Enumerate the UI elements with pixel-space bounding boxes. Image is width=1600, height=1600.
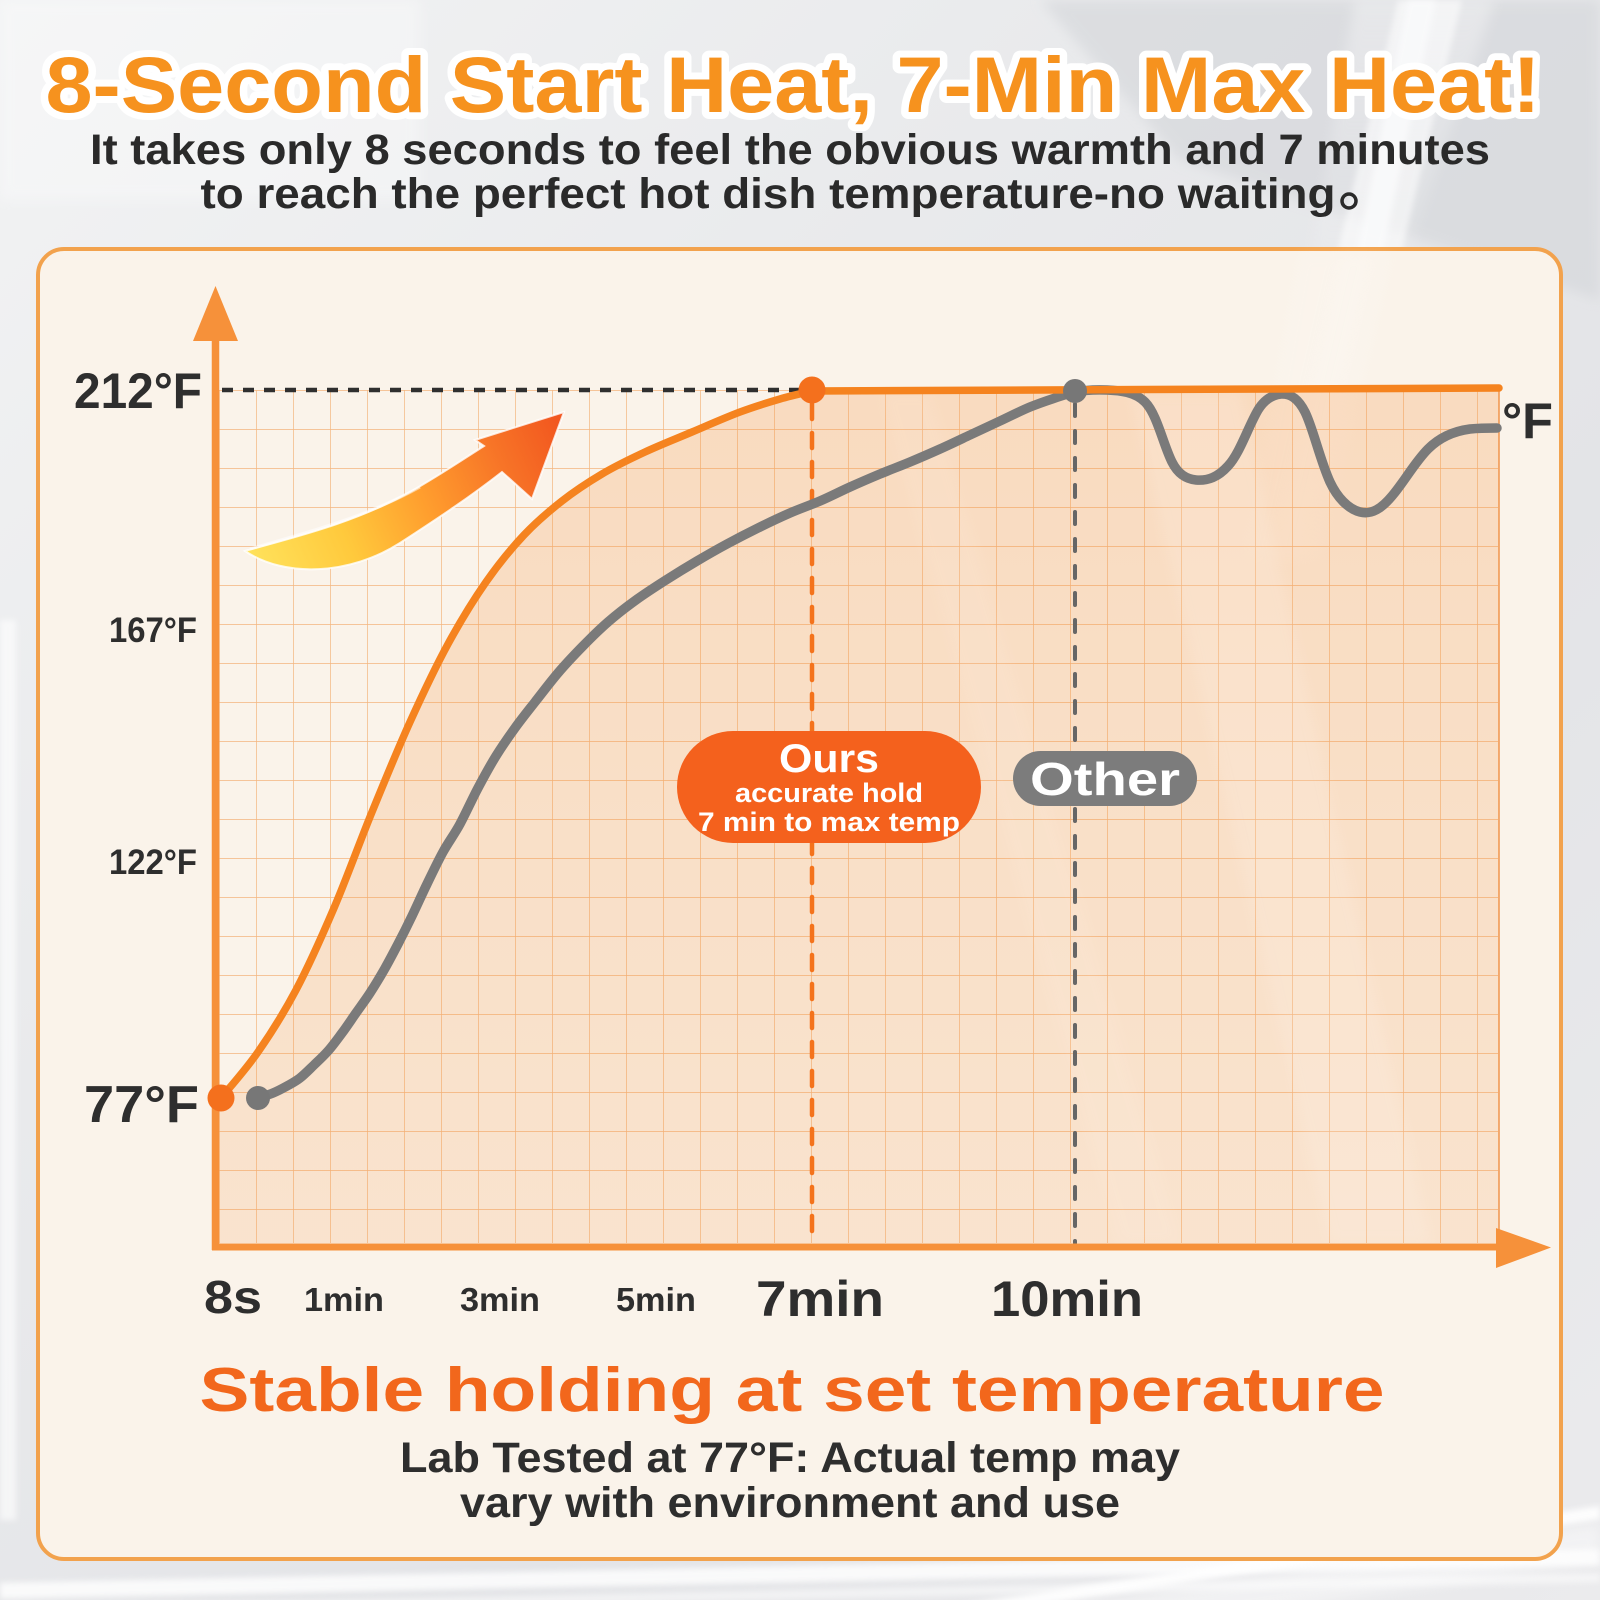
svg-text:Ours: Ours (779, 737, 879, 781)
svg-text:122°F: 122°F (109, 843, 197, 882)
svg-text:10min: 10min (991, 1271, 1143, 1327)
svg-text:5min: 5min (616, 1281, 696, 1318)
svg-text:77°F: 77°F (84, 1076, 199, 1134)
svg-text:accurate hold: accurate hold (735, 778, 923, 808)
svg-text:8s: 8s (204, 1271, 262, 1323)
svg-text:167°F: 167°F (109, 611, 197, 650)
svg-text:7 min to max temp: 7 min to max temp (698, 807, 960, 837)
svg-text:It takes only 8 seconds to fee: It takes only 8 seconds to feel the obvi… (90, 126, 1490, 174)
svg-text:to reach the perfect hot dish: to reach the perfect hot dish temperatur… (201, 170, 1336, 218)
svg-text:Other: Other (1030, 753, 1180, 805)
svg-text:1min: 1min (304, 1281, 384, 1318)
svg-text:vary with environment and use: vary with environment and use (460, 1479, 1120, 1527)
svg-text:Lab Tested at 77°F: Actual tem: Lab Tested at 77°F: Actual temp may (400, 1434, 1180, 1482)
svg-text:7min: 7min (756, 1271, 884, 1327)
svg-text:°F: °F (1502, 393, 1553, 449)
svg-text:3min: 3min (460, 1281, 540, 1318)
svg-text:212°F: 212°F (74, 363, 202, 419)
svg-text:8-Second Start Heat, 7-Min Max: 8-Second Start Heat, 7-Min Max Heat! (46, 40, 1541, 129)
svg-text:Stable holding at set temperat: Stable holding at set temperature (200, 1356, 1385, 1425)
